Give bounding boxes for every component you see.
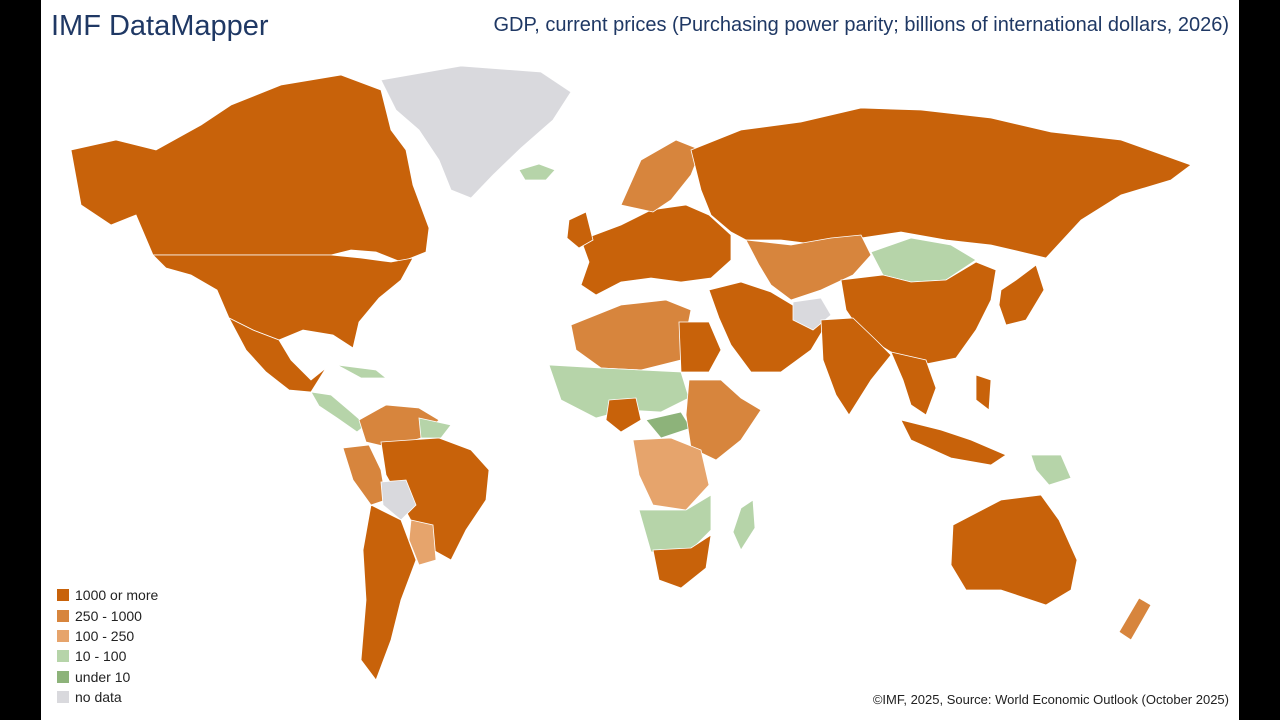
map-legend: 1000 or more 250 - 1000 100 - 250 10 - 1… <box>57 585 227 707</box>
region-usa[interactable] <box>152 254 414 349</box>
region-japan-korea[interactable] <box>998 264 1045 326</box>
legend-item[interactable]: 250 - 1000 <box>57 605 227 625</box>
legend-label: 10 - 100 <box>75 648 127 665</box>
region-paraguay-uruguay[interactable] <box>408 519 437 566</box>
region-new-zealand[interactable] <box>1118 597 1152 641</box>
legend-label: under 10 <box>75 668 131 685</box>
legend-swatch <box>57 650 69 663</box>
region-west-africa[interactable] <box>548 364 690 419</box>
region-north-africa[interactable] <box>570 299 692 371</box>
region-papua-new-guinea[interactable] <box>1030 454 1072 486</box>
map-title: GDP, current prices (Purchasing power pa… <box>493 14 1229 36</box>
region-scandinavia[interactable] <box>620 139 702 213</box>
region-argentina-chile[interactable] <box>360 504 417 681</box>
source-attribution: ©IMF, 2025, Source: World Economic Outlo… <box>872 692 1229 707</box>
world-map[interactable] <box>41 0 1239 720</box>
region-nigeria[interactable] <box>605 397 642 433</box>
region-peru[interactable] <box>342 444 387 506</box>
region-central-asia[interactable] <box>745 234 872 301</box>
region-australia[interactable] <box>950 494 1078 606</box>
region-central-africa[interactable] <box>632 437 710 511</box>
legend-label: 250 - 1000 <box>75 607 142 624</box>
legend-item[interactable]: 10 - 100 <box>57 646 227 666</box>
region-india[interactable] <box>820 317 892 416</box>
region-southern-africa[interactable] <box>638 494 712 553</box>
region-middle-east[interactable] <box>708 281 827 373</box>
legend-label: 100 - 250 <box>75 627 135 644</box>
legend-item[interactable]: 100 - 250 <box>57 626 227 646</box>
legend-item[interactable]: 1000 or more <box>57 585 227 605</box>
region-southeast-asia[interactable] <box>890 351 937 416</box>
legend-item[interactable]: no data <box>57 687 227 707</box>
map-frame: IMF DataMapper GDP, current prices (Purc… <box>41 0 1239 720</box>
region-indonesia[interactable] <box>900 419 1007 466</box>
region-central-america[interactable] <box>310 391 367 433</box>
region-mexico[interactable] <box>228 317 327 393</box>
region-philippines[interactable] <box>975 374 992 411</box>
region-central-african-republic[interactable] <box>645 411 692 439</box>
legend-swatch <box>57 670 69 683</box>
legend-label: no data <box>75 689 122 706</box>
region-iceland[interactable] <box>518 163 556 181</box>
region-uk[interactable] <box>566 211 594 249</box>
brand-logo-text: IMF DataMapper <box>51 10 269 42</box>
region-east-africa[interactable] <box>685 379 762 461</box>
legend-swatch <box>57 691 69 704</box>
region-greenland[interactable] <box>380 65 572 199</box>
legend-swatch <box>57 609 69 622</box>
region-russia[interactable] <box>690 107 1192 259</box>
region-bolivia[interactable] <box>380 479 417 521</box>
region-europe[interactable] <box>580 204 732 296</box>
legend-swatch <box>57 629 69 642</box>
region-caribbean[interactable] <box>336 364 388 379</box>
region-egypt[interactable] <box>678 321 722 373</box>
region-south-africa[interactable] <box>652 534 712 589</box>
legend-item[interactable]: under 10 <box>57 667 227 687</box>
legend-label: 1000 or more <box>75 587 159 604</box>
legend-swatch <box>57 589 69 602</box>
region-canada[interactable] <box>70 74 430 263</box>
region-madagascar[interactable] <box>732 499 756 551</box>
region-guianas[interactable] <box>418 417 452 439</box>
